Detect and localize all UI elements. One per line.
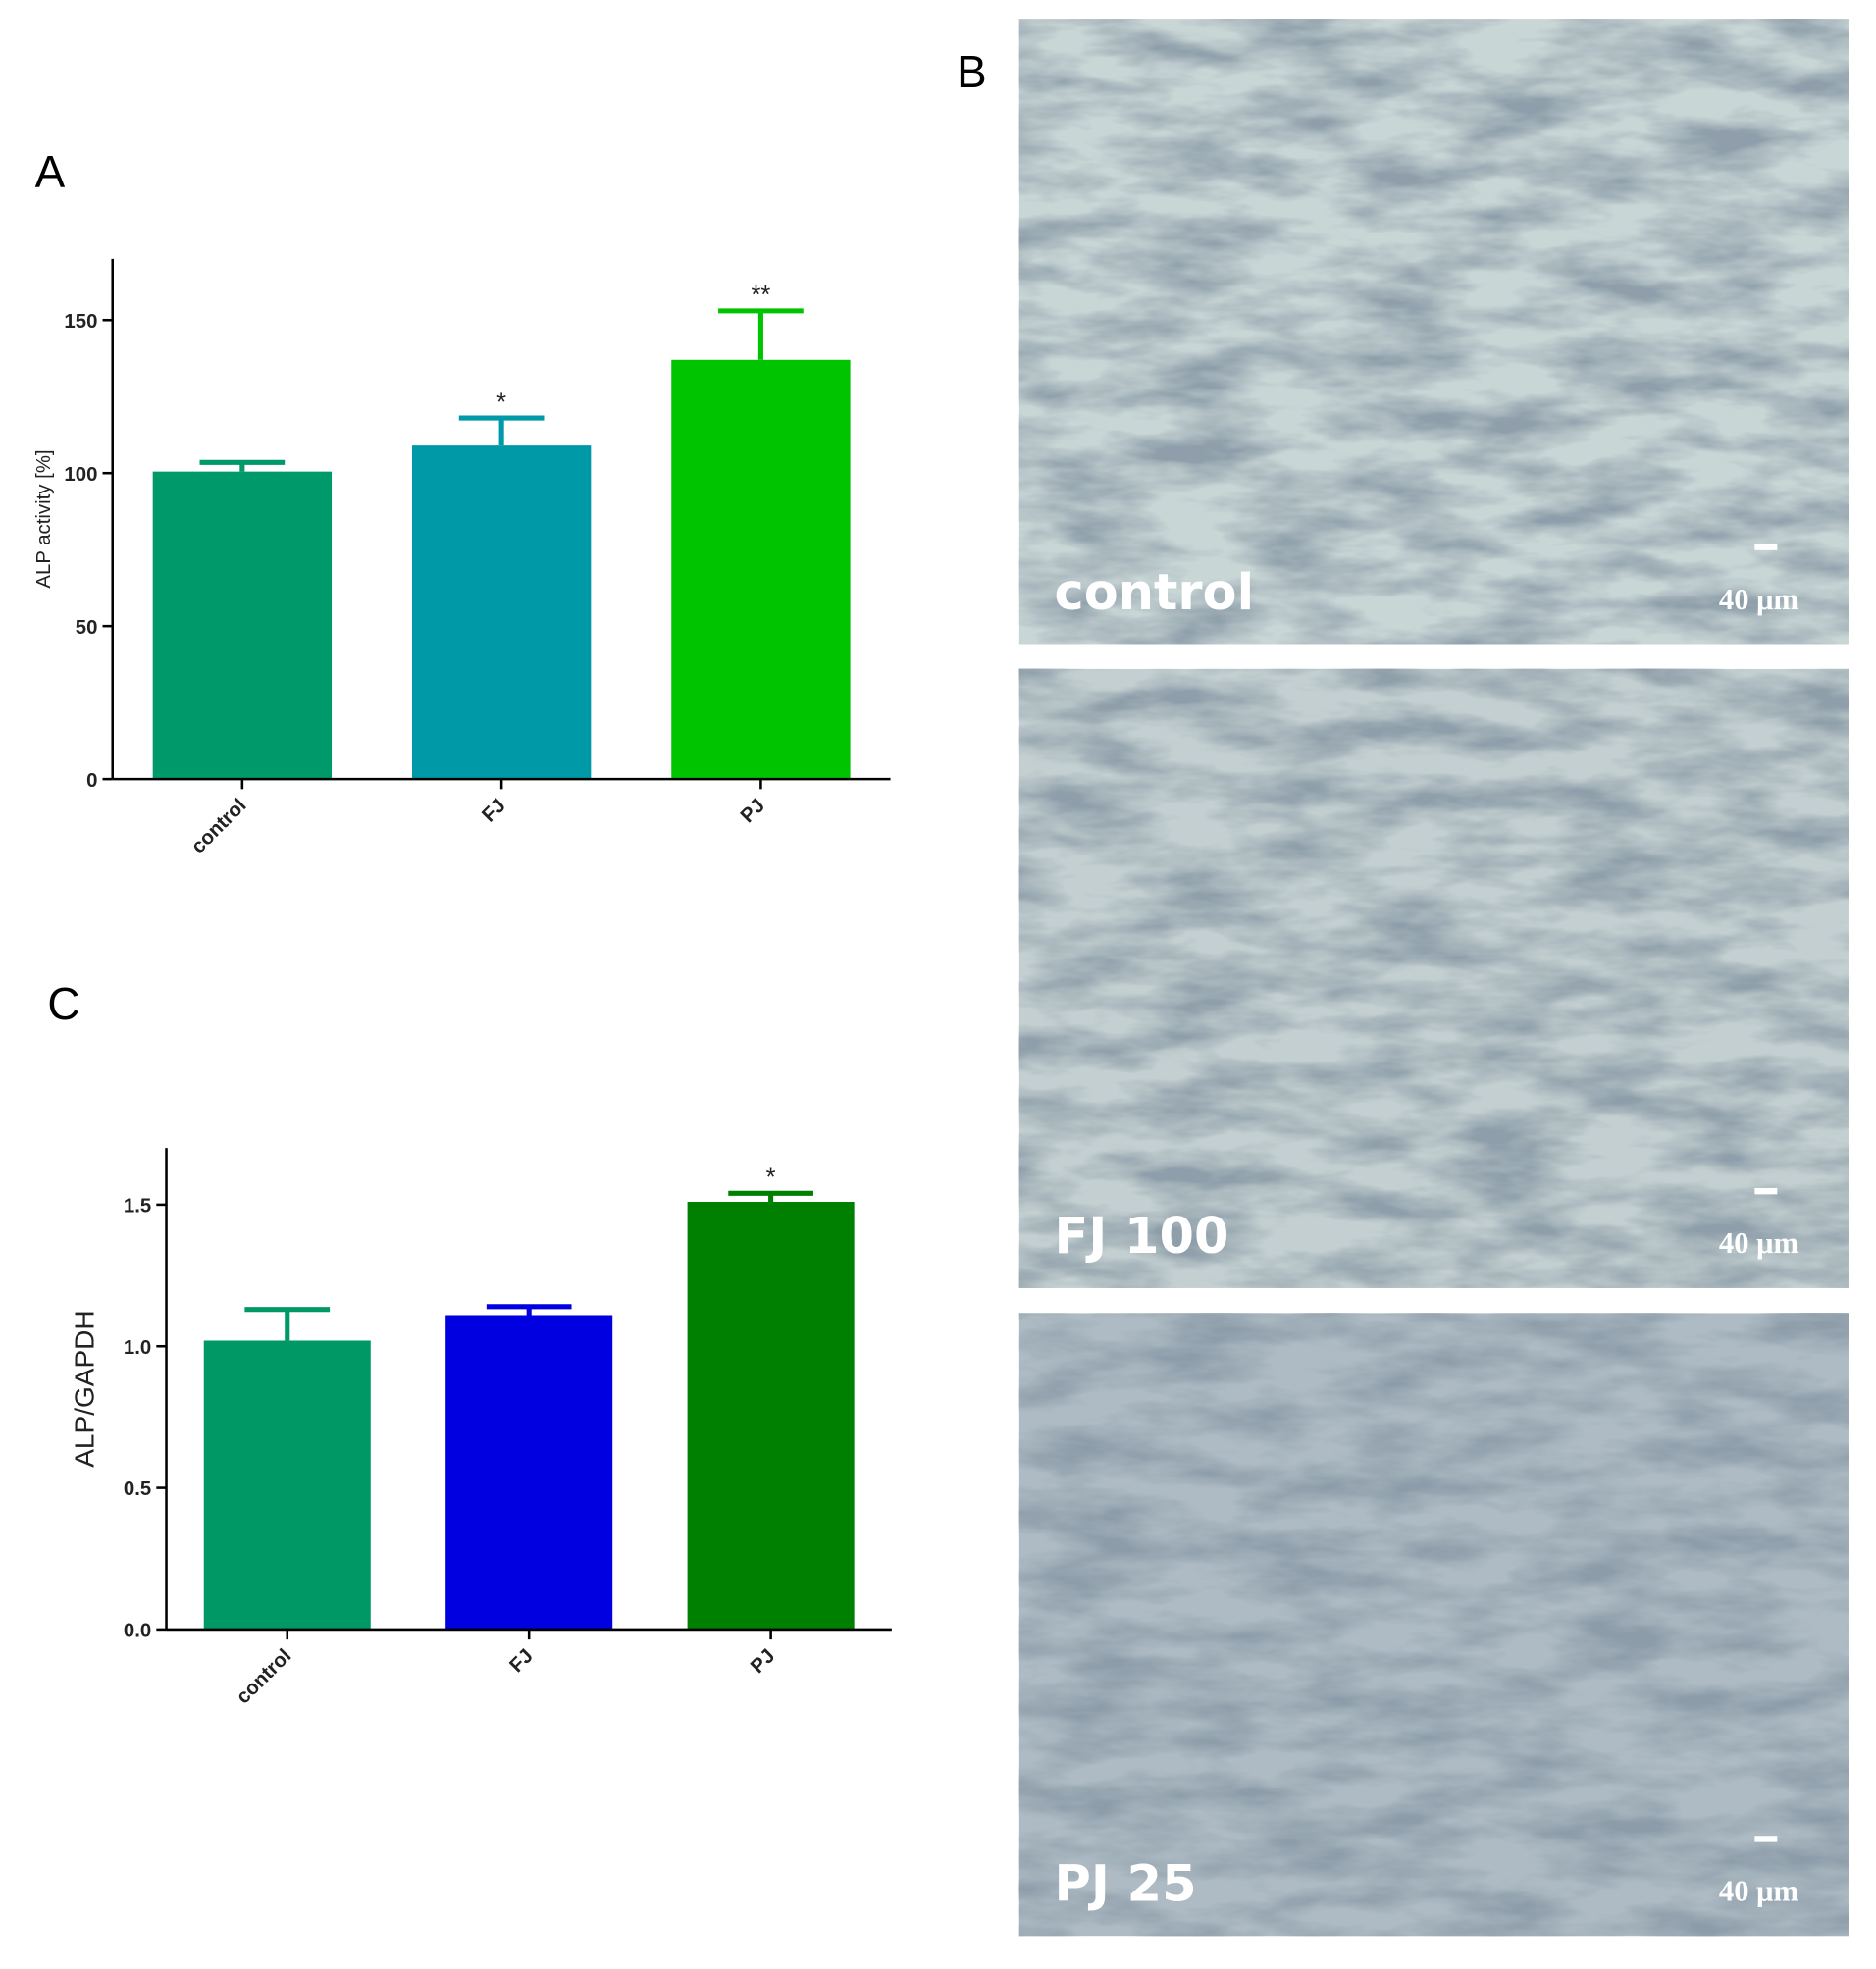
scale-bar-label: 40 μm [1719,1875,1798,1908]
bar [411,445,592,780]
bar [203,1340,371,1630]
y-tick-label: 0.5 [124,1478,151,1500]
x-tick-label: FJ [478,795,509,826]
y-tick-label: 1.0 [124,1337,151,1359]
significance: ** [752,282,771,309]
bar [152,471,333,780]
bar [671,359,851,780]
y-axis-label: ALP activity [%] [33,449,55,588]
y-tick-label: 100 [64,464,97,486]
significance: * [766,1165,776,1192]
x-tick-label: control [187,795,250,857]
micrograph-texture [1018,1313,1849,1937]
x-tick-label: PJ [737,795,769,827]
panel-label: B [957,46,987,97]
micrograph-texture [1018,668,1849,1288]
micrograph-texture [1018,19,1849,645]
scale-bar [1754,544,1778,550]
scale-bar-label: 40 μm [1719,583,1798,616]
bar [687,1202,855,1630]
y-tick-label: 50 [76,617,98,639]
bar [445,1315,613,1630]
image-label: control [1055,564,1255,622]
panel-label: C [47,978,79,1029]
micrographs: B control 40 μm FJ 100 40 μm PJ 25 40 μm [957,19,1849,1937]
y-tick-label: 0 [86,770,97,792]
scale-bar-label: 40 μm [1719,1226,1798,1260]
charts: A ALP activity [%] 0 50 100 150 control * FJ ** PJ… [33,146,892,1708]
significance: * [496,389,506,416]
y-tick-label: 0.0 [124,1621,151,1642]
x-tick-label: control [233,1645,295,1708]
scale-bar [1754,1187,1778,1195]
panel-label: A [35,146,66,197]
y-tick-label: 150 [64,311,97,333]
x-tick-label: FJ [505,1645,537,1677]
y-axis-label: ALP/GAPDH [70,1310,100,1467]
image-label: PJ 25 [1055,1856,1197,1914]
x-tick-label: PJ [747,1645,779,1678]
y-tick-label: 1.5 [124,1196,151,1218]
image-label: FJ 100 [1055,1208,1229,1266]
scale-bar [1754,1836,1778,1842]
